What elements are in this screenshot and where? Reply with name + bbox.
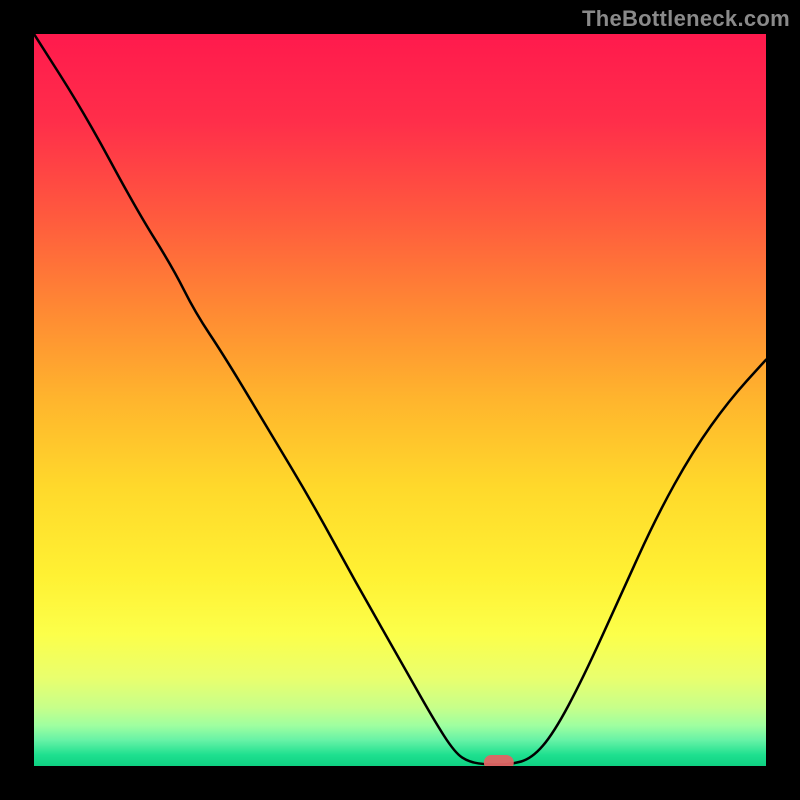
optimal-marker (484, 755, 514, 766)
bottleneck-chart (34, 34, 766, 766)
watermark-text: TheBottleneck.com (582, 6, 790, 32)
plot-area (34, 34, 766, 766)
gradient-background (34, 34, 766, 766)
chart-outer: TheBottleneck.com (0, 0, 800, 800)
